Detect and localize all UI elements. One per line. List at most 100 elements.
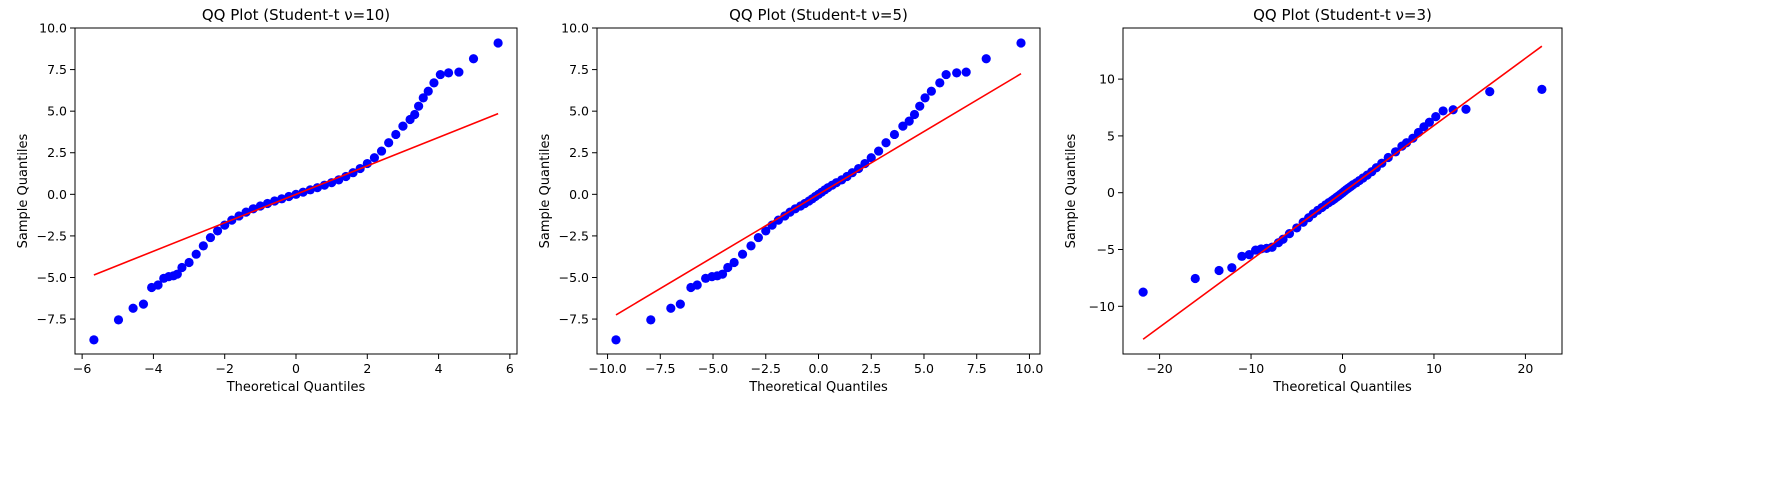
data-point — [646, 315, 656, 325]
y-axis-label: Sample Quantiles — [538, 133, 553, 248]
x-tick-label: 6 — [506, 361, 514, 376]
data-point — [191, 249, 201, 259]
data-point — [881, 138, 891, 148]
data-point — [961, 67, 971, 77]
y-axis-label: Sample Quantiles — [1064, 133, 1079, 248]
data-point — [920, 93, 930, 103]
chart-title: QQ Plot (Student-t ν=5) — [729, 6, 908, 24]
data-point — [1408, 133, 1418, 143]
y-tick-label: −2.5 — [559, 228, 589, 243]
data-point — [220, 220, 230, 230]
data-point — [898, 121, 908, 131]
y-tick-label: 5 — [1107, 128, 1115, 143]
data-point — [1461, 104, 1471, 114]
data-point — [761, 226, 771, 236]
data-point — [666, 303, 676, 313]
y-tick-label: 10 — [1099, 72, 1115, 87]
data-point — [981, 54, 991, 64]
data-point — [128, 303, 138, 313]
y-tick-label: 0.0 — [569, 187, 589, 202]
data-point — [1292, 223, 1302, 233]
data-point — [941, 69, 951, 80]
data-point — [184, 257, 194, 268]
data-point — [1237, 251, 1247, 261]
data-point — [935, 78, 945, 88]
data-point — [468, 54, 479, 64]
reference-line — [615, 73, 1022, 316]
x-tick-label: −10 — [1238, 361, 1264, 376]
y-tick-label: 10.0 — [39, 21, 67, 36]
data-point — [138, 299, 149, 309]
data-point — [874, 146, 884, 156]
y-tick-label: 5.0 — [569, 104, 589, 119]
y-tick-label: 7.5 — [47, 62, 67, 77]
data-point — [909, 109, 920, 120]
data-point — [753, 232, 763, 243]
data-point — [926, 86, 936, 96]
y-tick-label: −7.5 — [37, 312, 67, 327]
x-tick-label: 0 — [292, 361, 300, 376]
data-point — [904, 116, 914, 126]
y-tick-label: −5 — [1097, 242, 1115, 257]
y-tick-label: −7.5 — [559, 312, 589, 327]
data-point — [692, 280, 702, 290]
data-point — [675, 299, 685, 309]
x-axis-label: Theoretical Quantiles — [226, 380, 366, 395]
data-point — [423, 86, 433, 96]
data-point — [177, 262, 187, 273]
y-tick-label: 7.5 — [569, 62, 589, 77]
chart-title: QQ Plot (Student-t ν=10) — [202, 6, 390, 24]
data-point — [1485, 87, 1495, 97]
data-point — [729, 257, 739, 268]
data-point — [1424, 117, 1434, 127]
data-point — [1214, 265, 1224, 276]
x-tick-label: 4 — [435, 361, 443, 376]
x-tick-label: 0.0 — [809, 361, 829, 376]
x-tick-label: 2 — [363, 361, 371, 376]
x-tick-label: 10 — [1426, 361, 1442, 376]
data-point — [889, 129, 900, 140]
x-tick-label: −10.0 — [588, 361, 626, 376]
data-point — [1438, 106, 1448, 116]
data-point — [418, 93, 428, 103]
x-tick-label: −6 — [73, 361, 91, 376]
data-point — [952, 68, 962, 78]
data-point — [398, 121, 408, 131]
data-point — [205, 232, 216, 243]
data-point — [1431, 111, 1441, 122]
data-point — [172, 269, 182, 279]
data-point — [737, 249, 748, 259]
data-point — [493, 38, 503, 48]
x-tick-label: −5.0 — [698, 361, 728, 376]
panel-t10: −6 −4 −2 0 2 4 6 −7.5 −5.0 −2.5 0.0 2.5 5.0 7.5 10.0 QQ… — [16, 6, 518, 395]
data-point — [113, 315, 124, 325]
x-tick-label: −4 — [144, 361, 162, 376]
y-axis-label: Sample Quantiles — [16, 133, 31, 248]
data-point — [1227, 263, 1237, 273]
data-point — [717, 269, 728, 279]
y-tick-label: −5.0 — [37, 270, 67, 285]
data-point — [853, 163, 864, 174]
panel-t5: −10.0 −7.5 −5.0 −2.5 0.0 2.5 5.0 7.5 10.0 −7.5 −5.… — [538, 6, 1043, 395]
data-point — [1390, 147, 1401, 157]
reference-line — [93, 112, 499, 276]
data-point — [391, 129, 401, 140]
data-point — [384, 138, 394, 148]
data-point — [435, 69, 445, 80]
data-point — [723, 262, 733, 273]
data-point — [1383, 152, 1393, 163]
data-point — [915, 101, 925, 111]
y-tick-label: −5.0 — [559, 270, 589, 285]
x-tick-label: −7.5 — [645, 361, 675, 376]
y-tick-label: 2.5 — [47, 145, 67, 160]
x-tick-label: 7.5 — [967, 361, 987, 376]
chart-title: QQ Plot (Student-t ν=3) — [1253, 6, 1432, 24]
data-point — [212, 226, 223, 236]
data-point — [369, 153, 380, 163]
panel-t3: −20 −10 0 10 20 −10 −5 0 5 10 QQ Plot (Student-t ν… — [1064, 6, 1563, 395]
reference-line — [1142, 45, 1543, 340]
data-point — [429, 78, 439, 88]
data-point — [414, 101, 424, 111]
data-point — [89, 335, 99, 345]
